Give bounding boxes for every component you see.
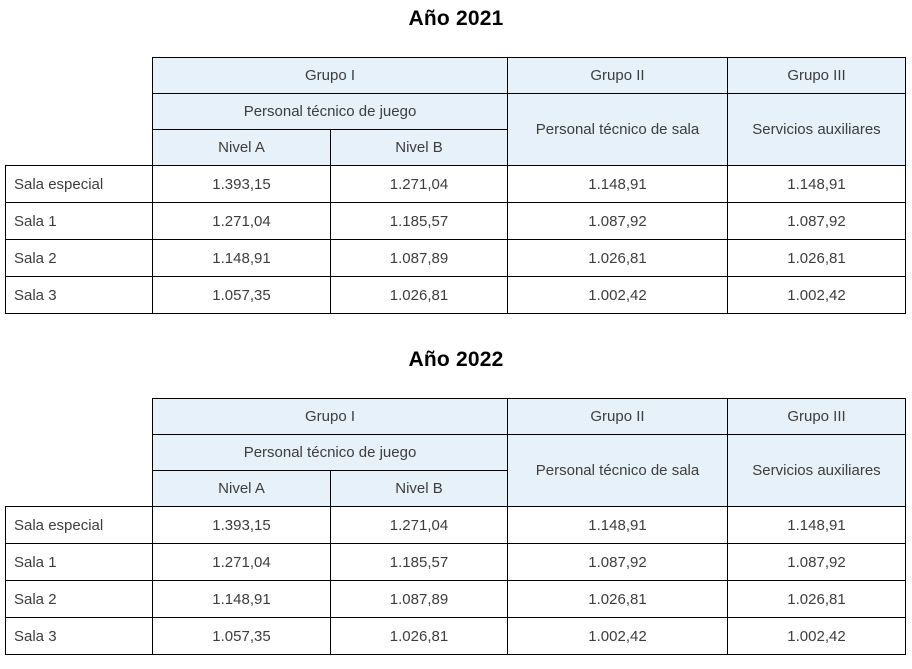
- table-row-sala-especial: Sala especial 1.393,15 1.271,04 1.148,91…: [5, 506, 906, 544]
- value-cell: 1.087,89: [330, 580, 508, 618]
- value-cell: 1.393,15: [152, 506, 331, 544]
- value-cell: 1.271,04: [330, 165, 508, 203]
- header-personal-tecnico-juego: Personal técnico de juego: [152, 93, 508, 130]
- header-personal-tecnico-sala: Personal técnico de sala: [507, 434, 728, 507]
- year-title-2022: Año 2022: [408, 348, 504, 371]
- value-cell: 1.087,92: [507, 202, 728, 240]
- header-spacer: [6, 130, 153, 166]
- salary-table-2022: Grupo I Grupo II Grupo III Personal técn…: [5, 398, 906, 655]
- value-cell: 1.185,57: [330, 202, 508, 240]
- row-label: Sala especial: [5, 165, 153, 203]
- value-cell: 1.026,81: [507, 239, 728, 277]
- row-label: Sala 1: [5, 543, 153, 581]
- table-row-sala-2: Sala 2 1.148,91 1.087,89 1.026,81 1.026,…: [5, 239, 906, 277]
- header-grupo-2: Grupo II: [507, 398, 728, 435]
- value-cell: 1.087,92: [727, 543, 906, 581]
- table-row-sala-1: Sala 1 1.271,04 1.185,57 1.087,92 1.087,…: [5, 543, 906, 581]
- value-cell: 1.087,92: [507, 543, 728, 581]
- value-cell: 1.148,91: [152, 580, 331, 618]
- value-cell: 1.271,04: [330, 506, 508, 544]
- value-cell: 1.271,04: [152, 202, 331, 240]
- value-cell: 1.002,42: [507, 617, 728, 655]
- year-title-2021: Año 2021: [408, 7, 504, 30]
- value-cell: 1.026,81: [727, 239, 906, 277]
- table-row-sala-1: Sala 1 1.271,04 1.185,57 1.087,92 1.087,…: [5, 202, 906, 240]
- value-cell: 1.393,15: [152, 165, 331, 203]
- header-row-groups: Grupo I Grupo II Grupo III: [6, 57, 906, 94]
- value-cell: 1.087,92: [727, 202, 906, 240]
- header-servicios-auxiliares: Servicios auxiliares: [727, 434, 906, 507]
- value-cell: 1.148,91: [507, 165, 728, 203]
- value-cell: 1.057,35: [152, 617, 331, 655]
- header-row-categories: Personal técnico de juego Personal técni…: [6, 434, 906, 507]
- value-cell: 1.002,42: [507, 276, 728, 314]
- value-cell: 1.148,91: [152, 239, 331, 277]
- value-cell: 1.087,89: [330, 239, 508, 277]
- header-nivel-b: Nivel B: [330, 470, 508, 507]
- value-cell: 1.026,81: [507, 580, 728, 618]
- header-servicios-auxiliares: Servicios auxiliares: [727, 93, 906, 166]
- header-grupo-1: Grupo I: [152, 57, 508, 94]
- row-label: Sala 3: [5, 276, 153, 314]
- header-nivel-b: Nivel B: [330, 129, 508, 166]
- table-row-sala-3: Sala 3 1.057,35 1.026,81 1.002,42 1.002,…: [5, 276, 906, 314]
- salary-table-2021: Grupo I Grupo II Grupo III Personal técn…: [5, 57, 906, 314]
- header-spacer: [6, 471, 153, 507]
- value-cell: 1.026,81: [727, 580, 906, 618]
- value-cell: 1.185,57: [330, 543, 508, 581]
- header-row-categories: Personal técnico de juego Personal técni…: [6, 93, 906, 166]
- table-row-sala-2: Sala 2 1.148,91 1.087,89 1.026,81 1.026,…: [5, 580, 906, 618]
- value-cell: 1.026,81: [330, 617, 508, 655]
- header-grupo-2: Grupo II: [507, 57, 728, 94]
- header-nivel-a: Nivel A: [152, 470, 331, 507]
- header-nivel-a: Nivel A: [152, 129, 331, 166]
- value-cell: 1.002,42: [727, 276, 906, 314]
- header-grupo-3: Grupo III: [727, 398, 906, 435]
- value-cell: 1.271,04: [152, 543, 331, 581]
- table-row-sala-3: Sala 3 1.057,35 1.026,81 1.002,42 1.002,…: [5, 617, 906, 655]
- header-spacer: [6, 435, 153, 471]
- value-cell: 1.148,91: [507, 506, 728, 544]
- header-spacer: [6, 58, 153, 94]
- header-row-levels: Nivel A Nivel B: [6, 129, 906, 166]
- header-spacer: [6, 94, 153, 130]
- row-label: Sala 2: [5, 580, 153, 618]
- value-cell: 1.148,91: [727, 165, 906, 203]
- header-row-groups: Grupo I Grupo II Grupo III: [6, 398, 906, 435]
- table-row-sala-especial: Sala especial 1.393,15 1.271,04 1.148,91…: [5, 165, 906, 203]
- header-personal-tecnico-sala: Personal técnico de sala: [507, 93, 728, 166]
- header-spacer: [6, 399, 153, 435]
- value-cell: 1.026,81: [330, 276, 508, 314]
- row-label: Sala especial: [5, 506, 153, 544]
- row-label: Sala 3: [5, 617, 153, 655]
- header-personal-tecnico-juego: Personal técnico de juego: [152, 434, 508, 471]
- value-cell: 1.148,91: [727, 506, 906, 544]
- header-grupo-3: Grupo III: [727, 57, 906, 94]
- value-cell: 1.057,35: [152, 276, 331, 314]
- row-label: Sala 2: [5, 239, 153, 277]
- value-cell: 1.002,42: [727, 617, 906, 655]
- header-grupo-1: Grupo I: [152, 398, 508, 435]
- row-label: Sala 1: [5, 202, 153, 240]
